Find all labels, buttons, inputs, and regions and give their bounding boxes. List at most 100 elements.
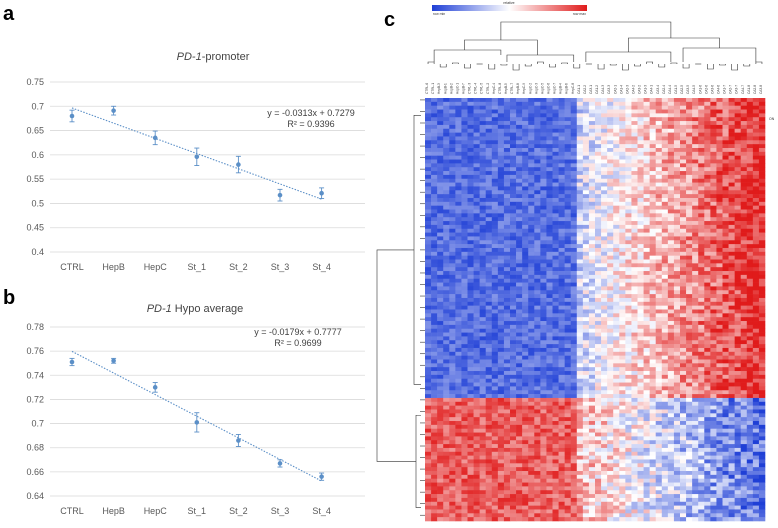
heatmap-cell: [479, 371, 487, 376]
heatmap-cell: [510, 367, 517, 372]
heatmap-cell: [564, 282, 572, 287]
heatmap-cell: [582, 128, 590, 133]
heatmap-cell: [546, 247, 553, 253]
heatmap-cell: [734, 251, 742, 256]
heatmap-cell: [455, 294, 462, 299]
heatmap-cell: [655, 336, 663, 341]
heatmap-cell: [503, 136, 511, 141]
heatmap-cell: [704, 140, 711, 145]
heatmap-cell: [467, 347, 474, 353]
heatmap-cell: [443, 359, 450, 364]
heatmap-cell: [522, 171, 529, 176]
chart-b-data-point: [194, 412, 200, 433]
heatmap-cell: [619, 101, 626, 106]
heatmap-cell: [437, 332, 444, 337]
heatmap-cell: [588, 378, 596, 383]
heatmap-cell: [722, 409, 729, 414]
heatmap-cell: [449, 197, 456, 203]
chart-a-marker: [194, 154, 200, 160]
heatmap-cell: [698, 405, 705, 410]
heatmap-cell: [497, 271, 505, 276]
heatmap-cell: [437, 317, 444, 322]
heatmap-cell: [649, 147, 657, 153]
heatmap-cell: [637, 178, 644, 183]
heatmap-cell: [680, 397, 687, 403]
heatmap-cell: [625, 197, 632, 203]
heatmap-cell: [443, 390, 450, 395]
heatmap-cell: [570, 167, 578, 172]
heatmap-cell: [522, 294, 529, 299]
heatmap-cell: [607, 328, 614, 333]
heatmap-cell: [686, 409, 693, 414]
heatmap-cell: [686, 259, 693, 264]
heatmap-cell: [655, 182, 663, 187]
heatmap-cell: [473, 351, 480, 356]
heatmap-cell: [582, 132, 590, 137]
heatmap-cell: [601, 105, 608, 110]
heatmap-cell: [540, 213, 547, 218]
heatmap-cell: [680, 163, 687, 168]
heatmap-cell: [522, 417, 529, 422]
heatmap-cell: [546, 324, 553, 330]
heatmap-cell: [503, 155, 511, 160]
heatmap-cell: [625, 336, 632, 341]
heatmap-cell: [643, 336, 650, 341]
heatmap-cell: [479, 163, 487, 168]
heatmap-cell: [534, 259, 541, 264]
heatmap-cell: [637, 98, 644, 103]
heatmap-cell: [479, 255, 487, 260]
heatmap-cell: [601, 186, 608, 191]
heatmap-cell: [710, 294, 717, 299]
heatmap-cell: [655, 413, 663, 418]
heatmap-cell: [710, 351, 717, 356]
heatmap-cell: [686, 271, 693, 276]
heatmap-cell: [449, 232, 456, 237]
heatmap-cell: [746, 336, 754, 341]
heatmap-cell: [722, 355, 729, 360]
heatmap-cell: [443, 201, 450, 206]
heatmap-cell: [449, 236, 456, 241]
heatmap-cell: [740, 328, 748, 333]
heatmap-cell: [510, 340, 517, 345]
heatmap-cell: [649, 390, 657, 395]
heatmap-cell: [528, 374, 535, 380]
heatmap-cell: [455, 151, 462, 156]
heatmap-cell: [449, 271, 456, 276]
heatmap-cell: [613, 201, 620, 206]
heatmap-cell: [443, 151, 450, 156]
heatmap-cell: [595, 240, 602, 245]
heatmap-cell: [655, 347, 663, 353]
chart-a-data-point: [277, 188, 283, 202]
heatmap-cell: [528, 117, 535, 122]
heatmap-column-label: CTRL-1: [431, 83, 435, 94]
heatmap-cell: [485, 390, 493, 395]
heatmap-cell: [613, 178, 620, 183]
heatmap-cell: [704, 386, 711, 391]
heatmap-cell: [680, 259, 687, 264]
heatmap-cell: [485, 378, 493, 383]
heatmap-cell: [497, 244, 505, 249]
heatmap-cell: [491, 255, 499, 260]
heatmap-cell: [522, 236, 529, 241]
heatmap-cell: [619, 228, 626, 233]
chart-b-title-rest: Hypo average: [172, 303, 244, 315]
heatmap-cell: [516, 409, 523, 414]
heatmap-cell: [637, 378, 644, 383]
heatmap-cell: [558, 267, 565, 272]
heatmap-cell: [686, 332, 693, 337]
heatmap-cell: [716, 282, 723, 287]
heatmap-cell: [449, 124, 456, 130]
heatmap-cell: [552, 374, 559, 380]
heatmap-cell: [667, 159, 675, 164]
heatmap-cell: [467, 121, 474, 126]
heatmap-cell: [485, 394, 493, 399]
heatmap-cell: [522, 390, 529, 395]
heatmap-cell: [667, 297, 675, 303]
heatmap-cell: [661, 340, 669, 345]
heatmap-cell: [716, 186, 723, 191]
heatmap-cell: [479, 351, 487, 356]
heatmap-cell: [540, 136, 547, 141]
heatmap-cell: [758, 190, 766, 195]
heatmap-cell: [449, 336, 456, 341]
heatmap-cell: [437, 140, 444, 145]
